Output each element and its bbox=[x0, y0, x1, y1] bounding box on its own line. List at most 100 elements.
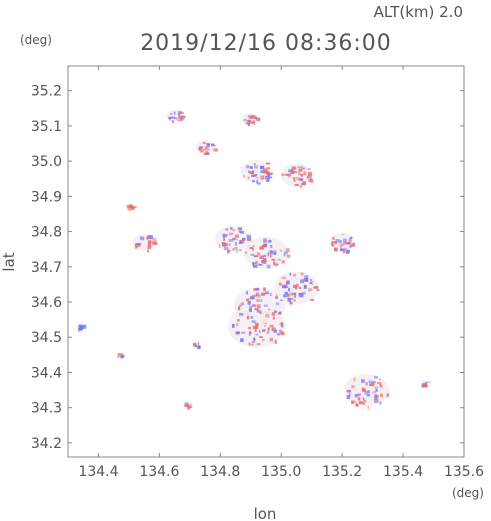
echo-pixel bbox=[274, 328, 276, 331]
echo-pixel bbox=[342, 238, 347, 243]
echo-pixel bbox=[335, 239, 340, 243]
echo-pixel bbox=[273, 261, 275, 265]
echo-pixel bbox=[265, 292, 268, 295]
echo-pixel bbox=[259, 255, 264, 259]
echo-pixel bbox=[202, 148, 206, 151]
echo-pixel bbox=[235, 331, 240, 335]
echo-pixel bbox=[201, 146, 204, 149]
echo-pixel bbox=[256, 176, 259, 179]
echo-pixel bbox=[258, 117, 261, 121]
echo-pixel bbox=[248, 119, 252, 122]
echo-pixel bbox=[364, 390, 368, 395]
echo-pixel bbox=[263, 238, 267, 242]
echo-cluster bbox=[76, 323, 87, 332]
echo-pixel bbox=[293, 165, 296, 169]
echo-pixel bbox=[421, 383, 425, 386]
echo-pixel bbox=[286, 254, 291, 258]
echo-pixel bbox=[343, 247, 347, 251]
echo-pixel bbox=[194, 343, 197, 348]
echo-pixel bbox=[263, 254, 267, 257]
echo-pixel bbox=[316, 288, 320, 292]
echo-pixel bbox=[146, 237, 151, 239]
echo-pixel bbox=[197, 346, 201, 350]
y-tick-label: 34.4 bbox=[31, 365, 62, 381]
echo-pixel bbox=[240, 302, 244, 306]
echo-pixel bbox=[362, 402, 365, 405]
echo-pixel bbox=[246, 298, 250, 302]
echo-pixel bbox=[248, 332, 251, 336]
echo-pixel bbox=[228, 243, 231, 247]
echo-pixel bbox=[355, 403, 359, 407]
echo-pixel bbox=[339, 240, 342, 244]
echo-pixel bbox=[297, 166, 301, 169]
echo-pixel bbox=[299, 293, 304, 298]
echo-pixel bbox=[121, 353, 125, 356]
y-tick-label: 34.9 bbox=[31, 189, 62, 205]
echo-pixel bbox=[245, 251, 248, 254]
echo-pixel bbox=[253, 262, 257, 265]
echo-pixel bbox=[287, 297, 291, 302]
echo-pixel bbox=[379, 385, 383, 388]
echo-pixel bbox=[308, 172, 313, 177]
echo-pixel bbox=[293, 171, 298, 173]
echo-pixel bbox=[277, 312, 281, 315]
echo-pixel bbox=[367, 406, 370, 410]
echo-pixel bbox=[310, 280, 314, 285]
echo-pixel bbox=[182, 115, 186, 118]
echo-pixel bbox=[200, 149, 204, 153]
echo-pixel bbox=[372, 381, 376, 384]
echo-pixel bbox=[228, 232, 234, 236]
echo-pixel bbox=[296, 283, 299, 287]
echo-pixel bbox=[264, 322, 267, 325]
echo-pixel bbox=[224, 243, 229, 246]
echo-pixel bbox=[285, 281, 288, 286]
echo-pixel bbox=[259, 310, 262, 314]
echo-pixel bbox=[227, 249, 230, 254]
echo-pixel bbox=[259, 246, 264, 250]
echo-cluster bbox=[166, 109, 186, 124]
echo-pixel bbox=[375, 389, 378, 392]
echo-pixel bbox=[136, 242, 141, 246]
y-tick-label: 34.8 bbox=[31, 225, 62, 241]
echo-pixel bbox=[250, 343, 254, 346]
echo-cluster bbox=[195, 140, 218, 155]
echo-pixel bbox=[249, 166, 253, 169]
echo-pixel bbox=[269, 324, 274, 328]
echo-pixel bbox=[269, 172, 273, 176]
echo-pixel bbox=[237, 228, 243, 231]
echo-pixel bbox=[259, 336, 263, 338]
echo-pixel bbox=[287, 173, 292, 177]
echo-pixel bbox=[277, 333, 280, 335]
echo-pixel bbox=[298, 171, 301, 176]
echo-pixel bbox=[347, 390, 352, 394]
echo-pixel bbox=[273, 329, 277, 333]
echo-pixel bbox=[341, 243, 344, 246]
echo-pixel bbox=[310, 279, 312, 281]
echo-pixel bbox=[287, 293, 290, 297]
echo-pixel bbox=[309, 178, 314, 183]
echo-pixel bbox=[250, 115, 253, 119]
y-tick-label: 34.2 bbox=[31, 436, 62, 452]
echo-pixel bbox=[117, 354, 119, 359]
echo-pixel bbox=[238, 249, 242, 251]
echo-pixel bbox=[332, 241, 336, 243]
echo-pixel bbox=[252, 245, 255, 247]
echo-core bbox=[243, 236, 289, 269]
echo-pixel bbox=[226, 234, 228, 237]
echo-pixel bbox=[230, 227, 233, 230]
echo-pixel bbox=[247, 238, 251, 241]
echo-pixel bbox=[275, 302, 279, 306]
echo-pixel bbox=[351, 385, 355, 389]
echo-pixel bbox=[426, 381, 431, 384]
echo-pixel bbox=[266, 171, 270, 175]
echo-pixel bbox=[250, 253, 255, 256]
echo-pixel bbox=[246, 291, 248, 295]
echo-pixel bbox=[223, 237, 225, 241]
echo-pixel bbox=[250, 316, 253, 319]
echo-pixel bbox=[213, 148, 218, 152]
echo-pixel bbox=[240, 241, 245, 244]
echo-pixel bbox=[251, 174, 256, 177]
echo-pixel bbox=[269, 253, 272, 258]
echo-pixel bbox=[251, 115, 254, 119]
echo-pixel bbox=[298, 286, 301, 289]
